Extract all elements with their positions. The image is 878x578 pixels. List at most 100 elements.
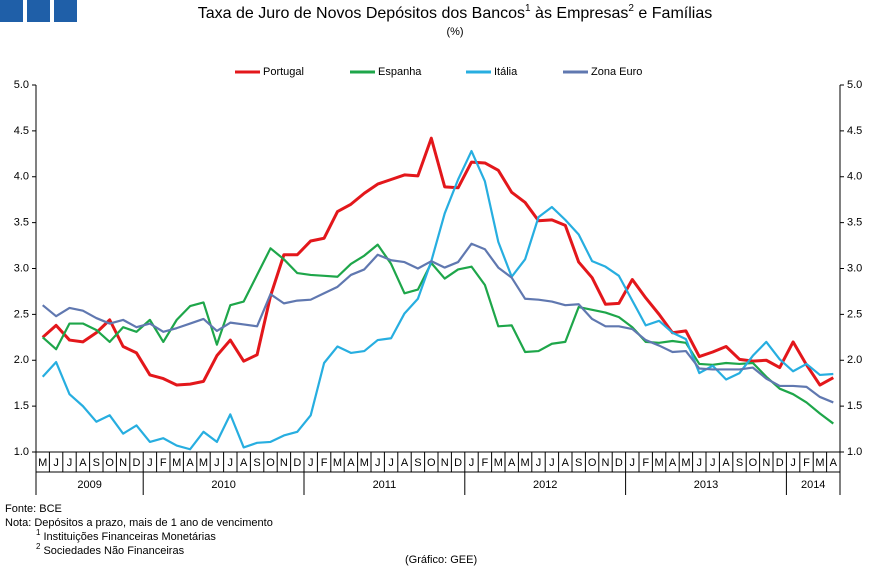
x-tick-label: A: [562, 457, 570, 469]
x-tick-label: M: [333, 457, 342, 469]
year-label: 2009: [77, 479, 101, 491]
footnote: 1 Instituições Financeiras Monetárias: [36, 528, 216, 543]
x-tick-label: M: [681, 457, 690, 469]
title-superscript: 2: [628, 3, 634, 14]
x-tick-label: O: [266, 457, 275, 469]
x-tick-label: J: [228, 457, 234, 469]
x-tick-label: J: [469, 457, 475, 469]
x-tick-label: N: [762, 457, 770, 469]
title-text: e Famílias: [634, 5, 712, 22]
x-tick-label: N: [441, 457, 449, 469]
y-tick-label: 3.0: [14, 262, 29, 274]
x-tick-label: D: [776, 457, 784, 469]
x-tick-label: S: [93, 457, 100, 469]
x-tick-label: S: [575, 457, 582, 469]
x-tick-label: J: [308, 457, 314, 469]
x-tick-label: O: [105, 457, 114, 469]
y2-tick-label: 4.0: [847, 171, 862, 183]
footnote-mark: 2: [36, 542, 41, 551]
year-label: 2010: [211, 479, 235, 491]
x-tick-label: F: [482, 457, 489, 469]
x-tick-label: F: [160, 457, 167, 469]
x-tick-label: S: [253, 457, 260, 469]
x-tick-label: F: [803, 457, 810, 469]
x-tick-label: D: [454, 457, 462, 469]
x-tick-label: F: [642, 457, 649, 469]
year-label: 2011: [373, 479, 397, 491]
x-tick-label: A: [669, 457, 677, 469]
legend-label: Portugal: [263, 66, 304, 78]
x-tick-label: J: [536, 457, 542, 469]
x-tick-label: M: [172, 457, 181, 469]
x-tick-label: M: [655, 457, 664, 469]
header-square: [54, 0, 77, 22]
x-tick-label: S: [736, 457, 743, 469]
y2-tick-label: 3.0: [847, 262, 862, 274]
y2-tick-label: 5.0: [847, 79, 862, 91]
x-tick-label: O: [427, 457, 436, 469]
legend-label: Espanha: [378, 66, 422, 78]
x-tick-label: A: [186, 457, 194, 469]
x-tick-label: S: [414, 457, 421, 469]
x-tick-label: D: [293, 457, 301, 469]
x-tick-label: A: [508, 457, 516, 469]
y-tick-label: 4.0: [14, 171, 29, 183]
x-tick-label: F: [321, 457, 328, 469]
y2-tick-label: 2.0: [847, 354, 862, 366]
year-label: 2012: [533, 479, 557, 491]
x-tick-label: J: [549, 457, 555, 469]
x-tick-label: J: [630, 457, 636, 469]
x-tick-label: M: [815, 457, 824, 469]
x-tick-label: D: [133, 457, 141, 469]
x-tick-label: N: [280, 457, 288, 469]
footnote-text: Instituições Financeiras Monetárias: [43, 531, 216, 543]
series-line: [41, 243, 834, 425]
year-label: 2014: [801, 479, 825, 491]
x-tick-label: J: [710, 457, 716, 469]
x-tick-label: D: [615, 457, 623, 469]
y2-tick-label: 4.5: [847, 125, 862, 137]
legend-label: Itália: [494, 66, 518, 78]
x-tick-label: M: [38, 457, 47, 469]
header-square: [27, 0, 50, 22]
x-tick-label: J: [53, 457, 59, 469]
x-tick-label: A: [722, 457, 730, 469]
x-tick-label: A: [347, 457, 355, 469]
series-line: [41, 136, 835, 387]
x-tick-label: J: [388, 457, 394, 469]
x-tick-label: J: [697, 457, 703, 469]
credit: (Gráfico: GEE): [405, 554, 477, 566]
title-superscript: 1: [525, 3, 531, 14]
y-tick-label: 1.5: [14, 400, 29, 412]
footnote-text: Sociedades Não Financeiras: [43, 545, 184, 557]
header-square: [0, 0, 23, 22]
x-tick-label: A: [79, 457, 87, 469]
y-tick-label: 1.0: [14, 446, 29, 458]
series-line: [42, 242, 834, 404]
x-tick-label: M: [494, 457, 503, 469]
x-tick-label: A: [830, 457, 838, 469]
chart-subtitle: (%): [446, 26, 463, 38]
y-tick-label: 2.5: [14, 308, 29, 320]
x-tick-label: J: [790, 457, 796, 469]
x-tick-label: N: [602, 457, 610, 469]
y-tick-label: 4.5: [14, 125, 29, 137]
footnote-mark: 1: [36, 528, 41, 537]
x-tick-label: J: [67, 457, 73, 469]
x-tick-label: M: [521, 457, 530, 469]
note: Nota: Depósitos a prazo, mais de 1 ano d…: [5, 517, 273, 529]
x-tick-label: O: [749, 457, 758, 469]
x-tick-label: N: [119, 457, 127, 469]
legend-label: Zona Euro: [591, 66, 642, 78]
y-tick-label: 2.0: [14, 354, 29, 366]
source: Fonte: BCE: [5, 503, 62, 515]
x-tick-label: J: [147, 457, 153, 469]
series-line: [41, 149, 834, 451]
footnote: 2 Sociedades Não Financeiras: [36, 542, 185, 557]
chart-title: Taxa de Juro de Novos Depósitos dos Banc…: [198, 3, 712, 22]
y-tick-label: 3.5: [14, 217, 29, 229]
title-text: às Empresas: [531, 5, 629, 22]
x-tick-label: J: [214, 457, 220, 469]
